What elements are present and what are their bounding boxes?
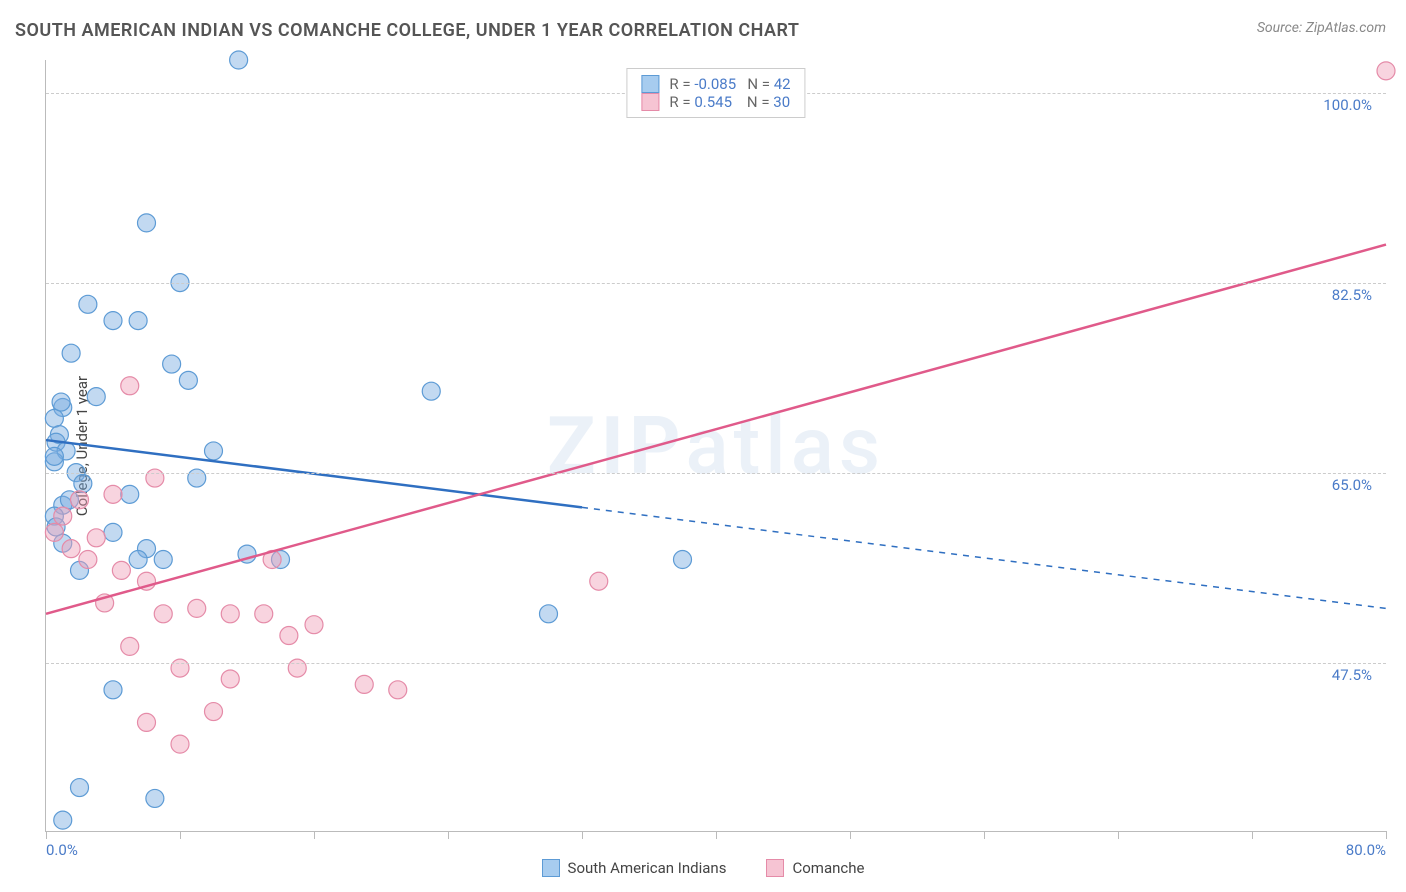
plot-svg xyxy=(46,60,1386,831)
plot-area: ZIPatlas R = -0.085 N = 42 R = 0.545 N =… xyxy=(45,60,1386,832)
data-point xyxy=(163,355,181,373)
data-point xyxy=(121,377,139,395)
data-point xyxy=(590,572,608,590)
x-tick xyxy=(180,831,181,839)
y-tick-label: 65.0% xyxy=(1328,476,1376,494)
chart-title: SOUTH AMERICAN INDIAN VS COMANCHE COLLEG… xyxy=(15,20,800,41)
gridline xyxy=(46,473,1386,474)
data-point xyxy=(138,713,156,731)
data-point xyxy=(422,382,440,400)
data-point xyxy=(355,675,373,693)
series-legend: South American Indians Comanche xyxy=(0,859,1406,877)
data-point xyxy=(71,491,89,509)
data-point xyxy=(79,295,97,313)
data-point xyxy=(87,529,105,547)
x-axis-max-label: 80.0% xyxy=(1346,841,1386,859)
data-point xyxy=(221,670,239,688)
data-point xyxy=(171,735,189,753)
data-point xyxy=(121,485,139,503)
data-point xyxy=(104,523,122,541)
data-point xyxy=(54,507,72,525)
data-point xyxy=(45,447,63,465)
data-point xyxy=(188,599,206,617)
data-point xyxy=(230,51,248,69)
data-point xyxy=(179,371,197,389)
data-point xyxy=(45,523,63,541)
x-tick xyxy=(582,831,583,839)
x-tick xyxy=(1118,831,1119,839)
data-point xyxy=(221,605,239,623)
data-point xyxy=(104,681,122,699)
data-point xyxy=(305,616,323,634)
data-point xyxy=(1377,62,1395,80)
x-tick xyxy=(1252,831,1253,839)
legend-swatch xyxy=(542,859,560,877)
data-point xyxy=(205,442,223,460)
data-point xyxy=(255,605,273,623)
data-point xyxy=(205,703,223,721)
legend-swatch-1 xyxy=(641,93,659,111)
data-point xyxy=(129,551,147,569)
source-label: Source: ZipAtlas.com xyxy=(1257,20,1386,36)
x-tick xyxy=(850,831,851,839)
data-point xyxy=(129,312,147,330)
data-point xyxy=(389,681,407,699)
legend-swatch xyxy=(766,859,784,877)
data-point xyxy=(146,789,164,807)
legend-item: Comanche xyxy=(766,859,864,877)
y-tick-label: 100.0% xyxy=(1319,96,1376,114)
data-point xyxy=(79,551,97,569)
x-tick xyxy=(314,831,315,839)
legend-label: Comanche xyxy=(792,859,864,877)
x-tick xyxy=(448,831,449,839)
chart-container: SOUTH AMERICAN INDIAN VS COMANCHE COLLEG… xyxy=(0,0,1406,892)
data-point xyxy=(540,605,558,623)
data-point xyxy=(52,393,70,411)
trend-line xyxy=(46,245,1386,614)
legend-item: South American Indians xyxy=(542,859,727,877)
data-point xyxy=(104,312,122,330)
x-axis-min-label: 0.0% xyxy=(46,841,78,859)
data-point xyxy=(154,605,172,623)
data-point xyxy=(62,540,80,558)
x-tick xyxy=(984,831,985,839)
legend-row-series-0: R = -0.085 N = 42 xyxy=(641,75,790,93)
x-tick xyxy=(46,831,47,839)
data-point xyxy=(121,637,139,655)
y-tick-label: 82.5% xyxy=(1328,286,1376,304)
legend-label: South American Indians xyxy=(568,859,727,877)
x-tick xyxy=(716,831,717,839)
data-point xyxy=(280,627,298,645)
data-point xyxy=(62,344,80,362)
gridline xyxy=(46,663,1386,664)
data-point xyxy=(54,811,72,829)
data-point xyxy=(87,388,105,406)
legend-swatch-0 xyxy=(641,75,659,93)
y-tick-label: 47.5% xyxy=(1328,666,1376,684)
data-point xyxy=(138,214,156,232)
data-point xyxy=(74,475,92,493)
data-point xyxy=(154,551,172,569)
data-point xyxy=(45,409,63,427)
correlation-legend: R = -0.085 N = 42 R = 0.545 N = 30 xyxy=(626,68,805,118)
data-point xyxy=(71,779,89,797)
gridline xyxy=(46,283,1386,284)
trend-line-dashed xyxy=(582,507,1386,608)
data-point xyxy=(104,485,122,503)
data-point xyxy=(674,551,692,569)
x-tick xyxy=(1386,831,1387,839)
data-point xyxy=(112,561,130,579)
legend-row-series-1: R = 0.545 N = 30 xyxy=(641,93,790,111)
